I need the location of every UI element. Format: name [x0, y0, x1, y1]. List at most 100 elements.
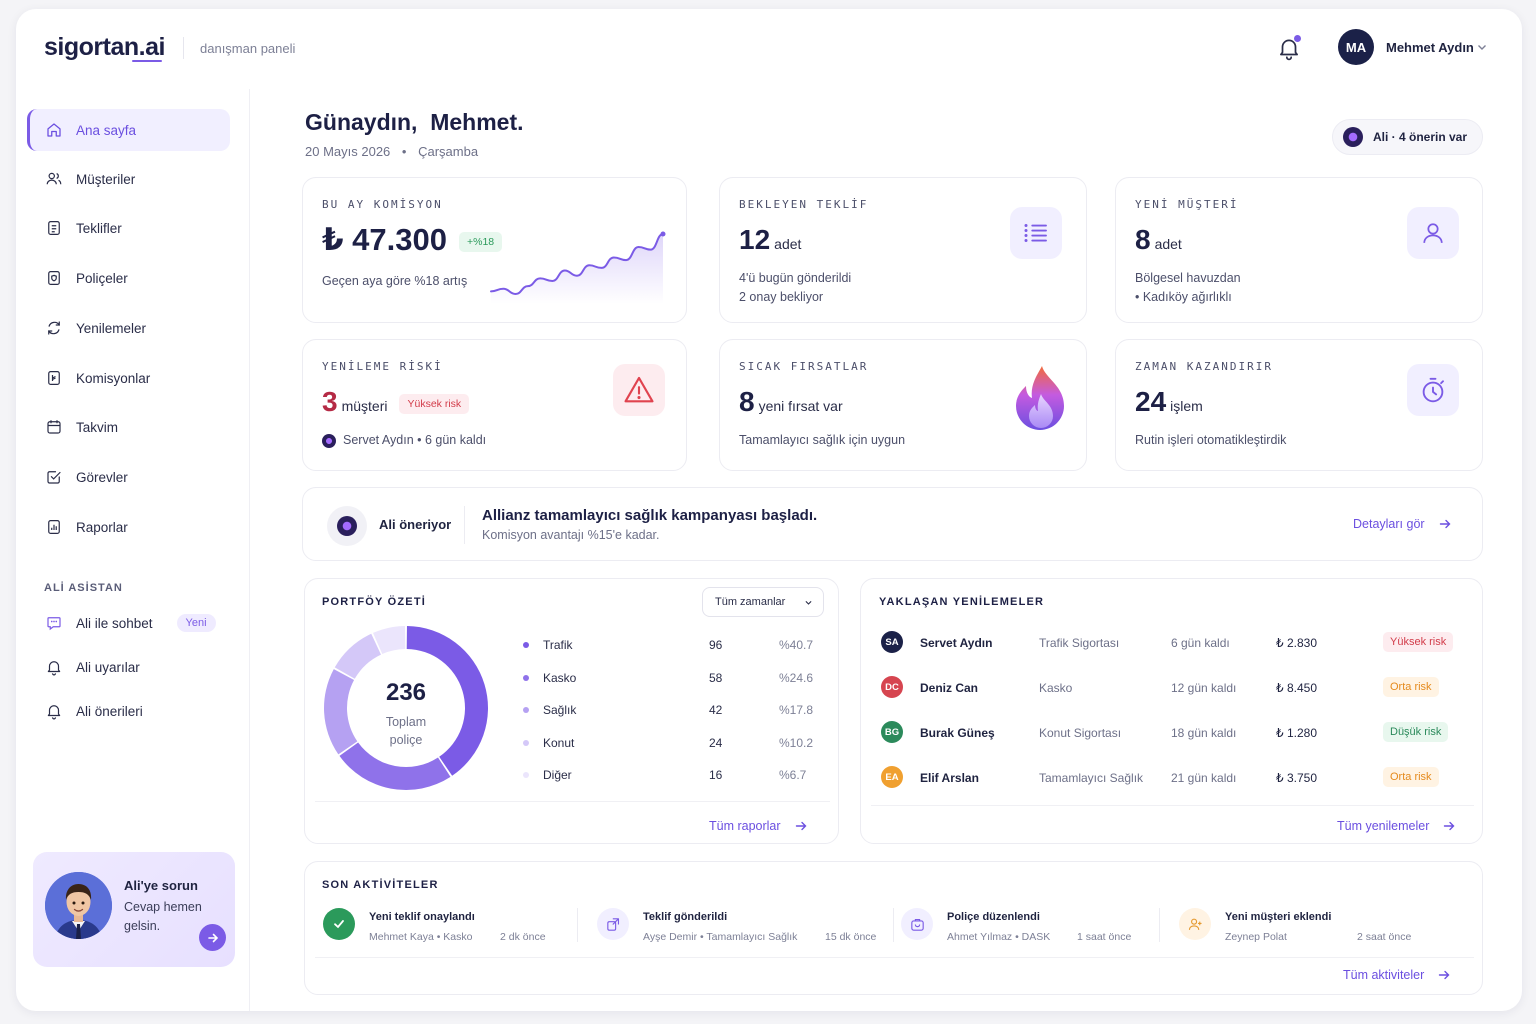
ali-suggestions-pill[interactable]: Ali · 4 önerin var: [1332, 119, 1483, 155]
legend-count: 16: [709, 768, 723, 782]
new-badge: Yeni: [176, 614, 216, 632]
ali-portrait-icon: [45, 872, 112, 939]
kpi-subtitle: 4'ü bugün gönderildi 2 onay bekliyor: [739, 269, 851, 307]
activity-title: Yeni müşteri eklendi: [1225, 911, 1332, 923]
details-link[interactable]: Detayları gör: [1353, 517, 1451, 531]
sidebar-item-quotes[interactable]: Teklifler: [27, 207, 230, 249]
activity-separator: [577, 908, 578, 942]
portfolio-summary-card: PORTFÖY ÖZETİ Tüm zamanlar 236 Toplam po…: [304, 578, 839, 844]
donut-slice-konut[interactable]: [334, 633, 381, 679]
logo[interactable]: sigortan.ai: [44, 33, 165, 61]
ask-arrow-button[interactable]: [199, 924, 226, 951]
product-name: Tamamlayıcı Sağlık: [1039, 771, 1144, 785]
renewal-row[interactable]: EA Elif Arslan Tamamlayıcı Sağlık 21 gün ka…: [881, 766, 1461, 790]
kpi-pending-card[interactable]: BEKLEYEN TEKLİF 12 adet 4'ü bugün gönderi…: [719, 177, 1087, 323]
kpi-value: ₺ 47.300 +%18: [322, 222, 503, 258]
renewal-row[interactable]: BG Burak Güneş Konut Sigortası 18 gün kaldı…: [881, 721, 1461, 745]
arrow-right-icon: [1439, 519, 1451, 529]
kpi-renewal-risk-card[interactable]: YENİLEME RİSKİ 3 müşteri Yüksek risk Serve…: [302, 339, 687, 471]
sidebar-item-tasks[interactable]: Görevler: [27, 456, 230, 498]
legend-dot: [523, 642, 529, 648]
renewal-row[interactable]: DC Deniz Can Kasko 12 gün kaldı ₺ 8.450 Orta …: [881, 676, 1461, 700]
sidebar-item-ali-suggestions[interactable]: Ali önerileri: [27, 690, 230, 732]
time-filter-select[interactable]: Tüm zamanlar: [702, 587, 824, 617]
refresh-icon: [48, 321, 60, 335]
sidebar-item-calendar[interactable]: Takvim: [27, 406, 230, 448]
all-reports-link[interactable]: Tüm raporlar: [709, 819, 807, 833]
risk-sub: Servet Aydın • 6 gün kaldı: [343, 433, 487, 447]
sidebar-item-policies[interactable]: Poliçeler: [27, 257, 230, 299]
legend-percent: %6.7: [779, 768, 807, 782]
all-renewals-link[interactable]: Tüm yenilemeler: [1337, 819, 1455, 833]
activity-item[interactable]: Yeni müşteri eklendi Zeynep Polat 2 saat…: [1179, 904, 1439, 944]
kpi-new-customer-card[interactable]: YENİ MÜŞTERİ 8 adet Bölgesel havuzdan • Ka…: [1115, 177, 1483, 323]
pending-sub-1: 4'ü bugün gönderildi: [739, 271, 852, 285]
stopwatch-icon: [1407, 364, 1459, 416]
kpi-value: 8 adet: [1135, 224, 1182, 256]
risk-badge: Orta risk: [1383, 767, 1439, 787]
top-header: sigortan.ai danışman paneli MA Mehmet Ay…: [16, 9, 1522, 89]
sidebar-item-home[interactable]: Ana sayfa: [27, 109, 230, 151]
all-activities-link[interactable]: Tüm aktiviteler: [1343, 968, 1450, 982]
arrow-right-icon: [1444, 821, 1455, 831]
user-add-icon: [1179, 908, 1211, 940]
sidebar-item-label: Teklifler: [76, 220, 122, 236]
activity-separator: [1159, 908, 1160, 942]
activities-title: SON AKTİVİTELER: [322, 879, 439, 891]
document-icon: [48, 221, 60, 235]
donut-slice-sağlık[interactable]: [324, 669, 358, 755]
sidebar-item-customers[interactable]: Müşteriler: [27, 158, 230, 200]
kpi-hot-opportunities-card[interactable]: SICAK FIRSATLAR 8 yeni fırsat var Tamamla…: [719, 339, 1087, 471]
sidebar-item-renewals[interactable]: Yenilemeler: [27, 307, 230, 349]
customer-avatar: BG: [881, 721, 903, 743]
ali-suggestion-banner[interactable]: Ali öneriyor Allianz tamamlayıcı sağlık …: [302, 487, 1483, 561]
kpi-subtitle: Bölgesel havuzdan • Kadıköy ağırlıklı: [1135, 269, 1241, 307]
customer-avatar: SA: [881, 631, 903, 653]
ali-orb-icon: [322, 433, 336, 448]
activity-subtitle: Ayşe Demir • Tamamlayıcı Sağlık: [643, 931, 798, 943]
activity-item[interactable]: Poliçe düzenlendi Ahmet Yılmaz • DASK 1 …: [901, 904, 1153, 944]
kpi-subtitle: Tamamlayıcı sağlık için uygun: [739, 433, 906, 447]
renewals-title: YAKLAŞAN YENİLEMELER: [879, 596, 1045, 608]
all-renewals-label: Tüm yenilemeler: [1337, 819, 1430, 833]
growth-badge: +%18: [459, 231, 503, 252]
donut-slice-kasko[interactable]: [339, 742, 451, 790]
pending-sub-2: 2 onay bekliyor: [739, 290, 824, 304]
sparkline-end-dot: [660, 231, 666, 237]
home-icon: [47, 123, 61, 137]
legend-category: Konut: [543, 735, 575, 750]
kpi-commission-card[interactable]: BU AY KOMİSYON ₺ 47.300 +%18 Geçen aya gö…: [302, 177, 687, 323]
customer-name: Elif Arslan: [920, 771, 979, 785]
panel-subtitle: danışman paneli: [200, 41, 296, 56]
activity-time: 1 saat önce: [1077, 931, 1132, 943]
renewal-row[interactable]: SA Servet Aydın Trafik Sigortası 6 gün kald…: [881, 631, 1461, 655]
sidebar-item-ali-alerts[interactable]: Ali uyarılar: [27, 646, 230, 688]
donut-slice-diğer[interactable]: [373, 626, 406, 654]
recent-activities-card: SON AKTİVİTELER Yeni teklif onaylandı Me…: [304, 861, 1483, 995]
legend-row: Kasko 58 %24.6: [523, 669, 813, 689]
legend-count: 42: [709, 703, 723, 717]
chevron-down-icon[interactable]: [1476, 41, 1488, 53]
legend-dot: [523, 674, 529, 681]
kpi-value: 12 adet: [739, 224, 801, 256]
risk-badge: Orta risk: [1383, 677, 1439, 697]
legend-category: Kasko: [543, 670, 577, 685]
kpi-subtitle: Servet Aydın • 6 gün kaldı: [322, 431, 486, 450]
commission-value: ₺ 47.300: [322, 222, 447, 257]
sidebar-item-ali-chat[interactable]: Ali ile sohbet Yeni: [27, 602, 230, 644]
sidebar-item-commissions[interactable]: Komisyonlar: [27, 357, 230, 399]
user-avatar[interactable]: MA: [1338, 29, 1374, 65]
activity-item[interactable]: Teklif gönderildi Ayşe Demir • Tamamlayı…: [597, 904, 887, 944]
notification-bell-icon[interactable]: [1276, 35, 1302, 61]
kpi-value: 8 yeni fırsat var: [739, 386, 843, 418]
user-name[interactable]: Mehmet Aydın: [1386, 40, 1474, 55]
legend-count: 24: [709, 735, 723, 750]
sidebar-item-reports[interactable]: Raporlar: [27, 506, 230, 548]
ask-ali-card[interactable]: Ali'ye sorun Cevap hemen gelsin.: [33, 852, 235, 967]
activity-item[interactable]: Yeni teklif onaylandı Mehmet Kaya • Kask…: [323, 904, 571, 944]
date-separator: •: [401, 144, 407, 159]
kpi-time-saved-card[interactable]: ZAMAN KAZANDIRIR 24 işlem Rutin işleri ot…: [1115, 339, 1483, 471]
report-icon: [48, 520, 60, 534]
kpi-value: 3 müşteri Yüksek risk: [322, 386, 470, 418]
donut-slice-trafik[interactable]: [406, 626, 488, 776]
